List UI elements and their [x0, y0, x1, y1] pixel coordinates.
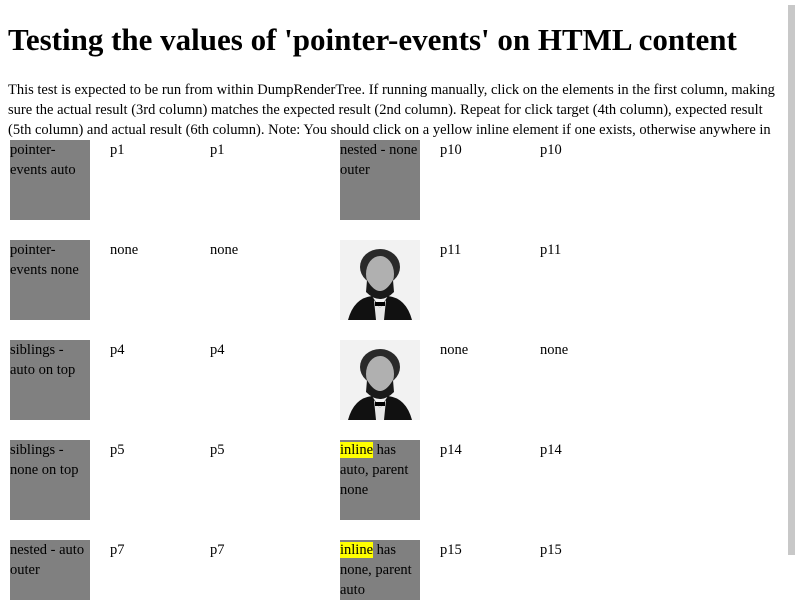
actual-result: p4: [210, 342, 225, 358]
intro-text: This test is expected to be run from wit…: [8, 82, 775, 138]
click-target[interactable]: pointer-events auto: [10, 140, 90, 220]
expected-result: p14: [440, 442, 462, 458]
click-target[interactable]: pointer-events none: [10, 240, 90, 320]
portrait-image[interactable]: [340, 340, 420, 420]
click-target[interactable]: nested - none outer: [340, 140, 420, 220]
actual-result: p5: [210, 442, 225, 458]
target-text: nested - none outer: [340, 142, 418, 178]
target-text: has auto, parent none: [340, 442, 409, 498]
scrollbar[interactable]: [788, 5, 795, 555]
actual-result: p7: [210, 542, 225, 558]
expected-result: p15: [440, 542, 462, 558]
expected-result: none: [110, 242, 139, 258]
expected-result: p1: [110, 142, 125, 158]
expected-result: p7: [110, 542, 125, 558]
expected-result: p4: [110, 342, 125, 358]
click-target[interactable]: siblings - none on top: [10, 440, 90, 520]
click-target[interactable]: inline has auto, parent none: [340, 440, 420, 520]
actual-result: p1: [210, 142, 225, 158]
actual-result: none: [210, 242, 239, 258]
page-title: Testing the values of 'pointer-events' o…: [8, 22, 737, 57]
click-target[interactable]: nested - auto outer: [10, 540, 90, 600]
expected-result: p11: [440, 242, 462, 258]
target-text: has none, parent auto: [340, 542, 412, 598]
click-target[interactable]: inline has none, parent auto: [340, 540, 420, 600]
portrait-image[interactable]: [340, 240, 420, 320]
inline-element[interactable]: inline: [340, 442, 374, 458]
actual-result: p10: [540, 142, 562, 158]
actual-result: p11: [540, 242, 562, 258]
actual-result: p14: [540, 442, 562, 458]
actual-result: p15: [540, 542, 562, 558]
expected-result: p10: [440, 142, 462, 158]
click-target[interactable]: siblings - auto on top: [10, 340, 90, 420]
expected-result: p5: [110, 442, 125, 458]
inline-element[interactable]: inline: [340, 542, 374, 558]
expected-result: none: [440, 342, 469, 358]
actual-result: none: [540, 342, 569, 358]
